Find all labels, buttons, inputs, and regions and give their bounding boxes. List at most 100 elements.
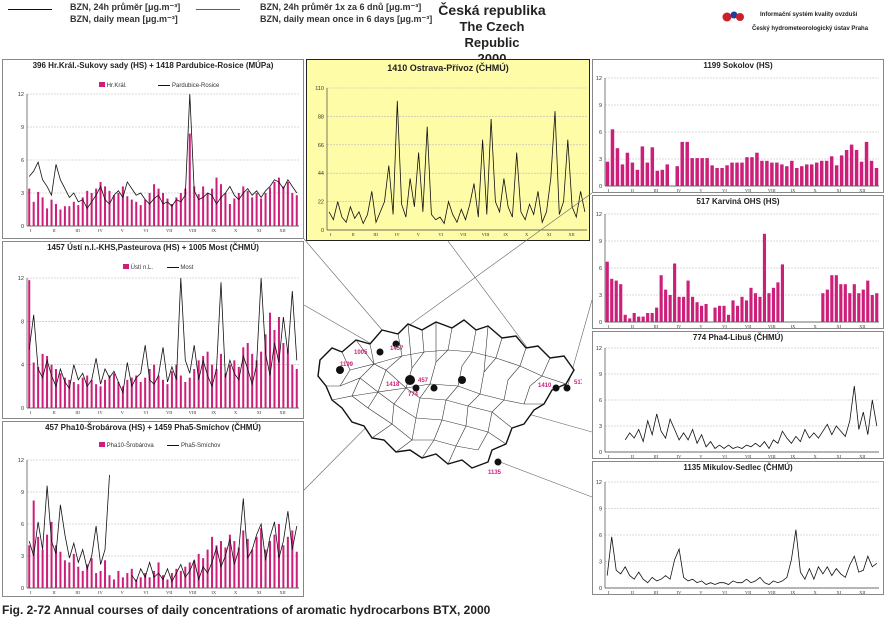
- y-tick-label: 44: [318, 171, 324, 177]
- bar: [775, 162, 779, 186]
- bar: [121, 386, 124, 408]
- bar: [219, 184, 222, 226]
- bar: [95, 384, 98, 408]
- chart-legend: Pha10-Šrobárova Pha5-Smíchov: [99, 442, 220, 449]
- bar: [175, 364, 178, 408]
- chart-title: 1199 Sokolov (HS): [703, 61, 773, 70]
- bar: [63, 560, 66, 588]
- bar: [715, 168, 719, 186]
- x-tick-label: VI: [143, 228, 148, 233]
- x-tick-label: XII: [279, 228, 286, 233]
- bar: [148, 369, 151, 408]
- x-tick-label: I: [330, 232, 332, 237]
- x-tick-label: X: [234, 410, 238, 415]
- bar: [635, 169, 640, 186]
- bar: [37, 366, 40, 408]
- bar: [95, 188, 98, 226]
- bar: [269, 541, 272, 588]
- legend-black-en: BZN, daily mean [μg.m⁻³]: [70, 14, 178, 24]
- bar: [641, 316, 645, 322]
- bar: [99, 182, 102, 226]
- bar: [685, 141, 689, 186]
- x-tick-label: V: [121, 228, 125, 233]
- bar: [179, 193, 182, 226]
- bar: [686, 280, 690, 322]
- bar: [295, 551, 298, 588]
- bar: [219, 541, 222, 588]
- figure-caption: Fig. 2-72 Annual courses of daily concen…: [2, 603, 491, 617]
- bar: [86, 375, 89, 408]
- bar: [870, 295, 874, 322]
- bar: [32, 362, 35, 408]
- x-tick-label: X: [814, 454, 818, 459]
- y-tick-label: 0: [21, 406, 24, 412]
- x-tick-label: II: [53, 410, 56, 415]
- bar: [126, 379, 129, 408]
- bar: [623, 314, 627, 322]
- x-tick-label: X: [814, 188, 818, 193]
- map-label: 1005: [354, 350, 368, 356]
- y-tick-label: 3: [21, 191, 24, 197]
- bar: [673, 263, 677, 322]
- bar: [41, 353, 44, 408]
- y-tick-label: 9: [599, 103, 602, 109]
- bar: [46, 534, 49, 588]
- x-tick-label: II: [631, 188, 634, 193]
- bar: [215, 545, 218, 588]
- bar: [260, 528, 263, 588]
- bar: [104, 560, 107, 588]
- bar: [780, 264, 784, 322]
- bar: [228, 534, 231, 588]
- bar: [269, 312, 272, 408]
- y-tick-label: 12: [18, 92, 24, 98]
- bar: [260, 198, 263, 226]
- bar: [72, 201, 75, 226]
- series-line: [28, 474, 298, 583]
- chart-title: 774 Pha4-Libuš (ČHMÚ): [692, 333, 784, 342]
- bar: [717, 305, 722, 322]
- chart-title: 457 Pha10-Šrobárova (HS) + 1459 Pha5-Smí…: [45, 423, 261, 432]
- bar: [50, 199, 53, 226]
- bar: [193, 369, 196, 408]
- bar: [161, 193, 165, 226]
- bar: [59, 373, 62, 408]
- y-tick-label: 3: [21, 554, 24, 560]
- x-tick-label: IV: [98, 228, 103, 233]
- bar: [224, 547, 227, 588]
- bar: [68, 562, 71, 588]
- bar: [153, 570, 156, 588]
- bar: [282, 343, 285, 408]
- map-station-marker: [430, 384, 438, 392]
- y-tick-label: 8: [21, 319, 24, 325]
- title-en: The Czech Republic: [459, 19, 525, 50]
- bar: [206, 351, 209, 408]
- bar: [735, 162, 739, 186]
- chart-title: 517 Karviná OHS (HS): [696, 197, 780, 206]
- legend-series-0: Pha10-Šrobárova: [106, 443, 154, 449]
- bar: [665, 164, 670, 186]
- bar: [170, 371, 173, 408]
- x-tick-label: VII: [166, 410, 173, 415]
- legend-line-swatch: [158, 84, 171, 86]
- bar: [295, 195, 298, 226]
- x-tick-label: VI: [722, 324, 727, 329]
- bar: [282, 186, 285, 226]
- bar: [286, 349, 289, 408]
- x-tick-label: VIII: [189, 228, 197, 233]
- bar: [682, 296, 686, 322]
- y-tick-label: 6: [599, 398, 602, 404]
- bar: [821, 293, 825, 322]
- bar: [829, 156, 834, 186]
- legend-black-swatch: [8, 9, 52, 10]
- bar: [824, 160, 829, 186]
- bar: [37, 536, 40, 588]
- bar: [228, 204, 231, 226]
- bar: [153, 184, 156, 226]
- bar: [32, 500, 35, 588]
- bar: [108, 575, 111, 588]
- bar: [731, 300, 735, 322]
- bar: [700, 158, 704, 186]
- x-tick-label: VIII: [768, 454, 776, 459]
